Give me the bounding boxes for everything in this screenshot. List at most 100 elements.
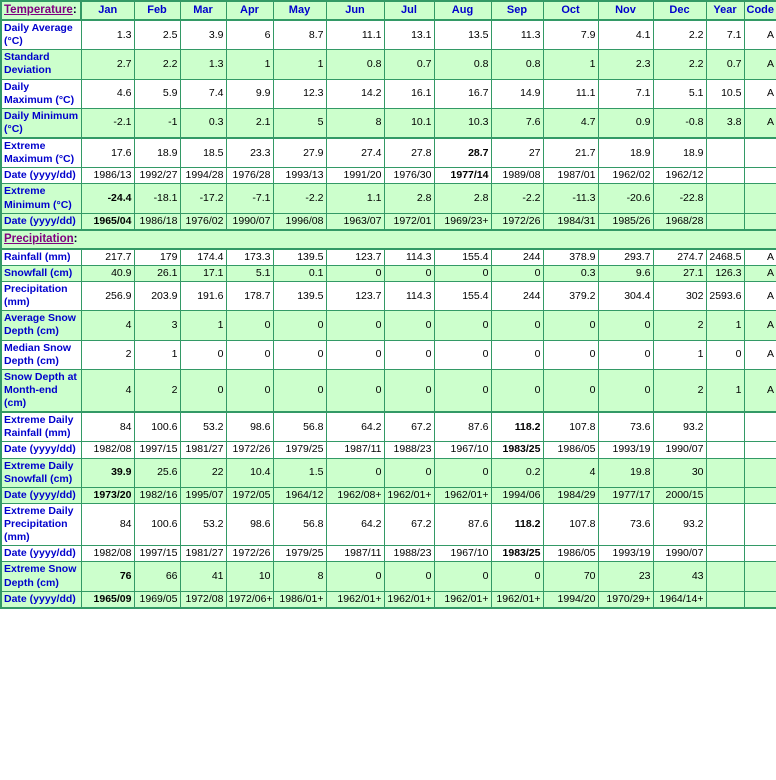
table-row: Date (yyyy/dd) 1965/04 1986/18 1976/02 1990/… bbox=[0, 212, 776, 231]
month-value: 0 bbox=[272, 368, 327, 413]
month-value: 1964/12 bbox=[272, 486, 327, 504]
month-value: -22.8 bbox=[652, 183, 707, 214]
month-value: 1962/12 bbox=[652, 167, 707, 185]
month-value: 67.2 bbox=[383, 411, 435, 443]
month-value: 40.9 bbox=[80, 264, 135, 283]
month-value: 4 bbox=[80, 310, 135, 341]
row-label: Average Snow Depth (cm) bbox=[0, 310, 82, 341]
row-label: Extreme Maximum (°C) bbox=[0, 137, 82, 169]
month-value: 39.9 bbox=[80, 457, 135, 488]
month-value: 0 bbox=[383, 310, 435, 341]
month-value: 0 bbox=[433, 368, 492, 413]
month-value: 13.5 bbox=[433, 19, 492, 51]
year-value bbox=[705, 167, 745, 185]
month-value: 1965/09 bbox=[80, 590, 135, 609]
table-row: Date (yyyy/dd) 1973/20 1982/16 1995/07 1972/… bbox=[0, 486, 776, 504]
table-row: Extreme Maximum (°C) 17.6 18.9 18.5 23.3 27.9… bbox=[0, 137, 776, 169]
month-value: 28.7 bbox=[433, 137, 492, 169]
month-value: 203.9 bbox=[133, 280, 181, 312]
code-value: A bbox=[743, 49, 776, 80]
month-value: 1962/01+ bbox=[433, 590, 492, 609]
month-value: 0 bbox=[383, 264, 435, 283]
month-value: 0 bbox=[325, 457, 385, 488]
table-row: Daily Maximum (°C) 4.6 5.9 7.4 9.9 12.3 14.2 16… bbox=[0, 78, 776, 109]
month-value: 7.4 bbox=[179, 78, 227, 109]
month-value: 155.4 bbox=[433, 248, 492, 266]
month-value: 27.1 bbox=[652, 264, 707, 283]
month-value: 41 bbox=[179, 561, 227, 592]
precipitation-link[interactable]: Precipitation bbox=[4, 233, 74, 246]
row-label: Extreme Daily Rainfall (mm) bbox=[0, 411, 82, 443]
month-value: 16.1 bbox=[383, 78, 435, 109]
month-value: 4 bbox=[80, 368, 135, 413]
month-value: 1981/27 bbox=[179, 545, 227, 563]
year-value: 10.5 bbox=[705, 78, 745, 109]
month-value: 73.6 bbox=[597, 502, 654, 547]
row-label: Extreme Snow Depth (cm) bbox=[0, 561, 82, 592]
month-value: 1965/04 bbox=[80, 212, 135, 231]
month-value: 0 bbox=[542, 310, 599, 341]
month-value: 114.3 bbox=[383, 248, 435, 266]
month-value: 13.1 bbox=[383, 19, 435, 51]
month-value: -20.6 bbox=[597, 183, 654, 214]
month-value: 1962/02 bbox=[597, 167, 654, 185]
month-value: 0 bbox=[272, 310, 327, 341]
row-label: Daily Average (°C) bbox=[0, 19, 82, 51]
month-value: 178.7 bbox=[225, 280, 274, 312]
col-header-jun: Jun bbox=[325, 0, 385, 21]
month-value: 0 bbox=[325, 339, 385, 370]
month-value: 23.3 bbox=[225, 137, 274, 169]
month-value: 1992/27 bbox=[133, 167, 181, 185]
month-value: 1970/29+ bbox=[597, 590, 654, 609]
row-label: Extreme Minimum (°C) bbox=[0, 183, 82, 214]
table-row: Extreme Daily Precipitation (mm) 84 100.6 5… bbox=[0, 502, 776, 547]
month-value: 5.1 bbox=[652, 78, 707, 109]
year-value bbox=[705, 486, 745, 504]
month-value: 22 bbox=[179, 457, 227, 488]
month-value: 8 bbox=[272, 561, 327, 592]
month-value: 173.3 bbox=[225, 248, 274, 266]
month-value: 1993/19 bbox=[597, 441, 654, 459]
code-value bbox=[743, 561, 776, 592]
month-value: 5.9 bbox=[133, 78, 181, 109]
month-value: 100.6 bbox=[133, 411, 181, 443]
month-value: 2.8 bbox=[433, 183, 492, 214]
month-value: 0 bbox=[179, 339, 227, 370]
month-value: 1977/14 bbox=[433, 167, 492, 185]
month-value: 1972/26 bbox=[490, 212, 544, 231]
month-value: 302 bbox=[652, 280, 707, 312]
month-value: 1969/05 bbox=[133, 590, 181, 609]
month-value: 2 bbox=[652, 310, 707, 341]
table-row: Extreme Minimum (°C) -24.4 -18.1 -17.2 -7.1-… bbox=[0, 183, 776, 214]
month-value: 2 bbox=[80, 339, 135, 370]
month-value: 18.9 bbox=[652, 137, 707, 169]
month-value: 1997/15 bbox=[133, 441, 181, 459]
month-value: -24.4 bbox=[80, 183, 135, 214]
month-value: 1983/25 bbox=[490, 545, 544, 563]
month-value: 1.3 bbox=[80, 19, 135, 51]
row-label: Extreme Daily Snowfall (cm) bbox=[0, 457, 82, 488]
month-value: 23 bbox=[597, 561, 654, 592]
month-value: 1979/25 bbox=[272, 441, 327, 459]
month-value: 1967/10 bbox=[433, 545, 492, 563]
month-value: 1964/14+ bbox=[652, 590, 707, 609]
month-value: 66 bbox=[133, 561, 181, 592]
month-value: 1 bbox=[225, 49, 274, 80]
table-row: Snow Depth at Month-end (cm) 4 2 0 0 0 0 0 0 0 0 0 2… bbox=[0, 368, 776, 413]
month-value: 1994/06 bbox=[490, 486, 544, 504]
month-value: 18.5 bbox=[179, 137, 227, 169]
month-value: 19.8 bbox=[597, 457, 654, 488]
code-value bbox=[743, 502, 776, 547]
month-value: 27 bbox=[490, 137, 544, 169]
code-value: A bbox=[743, 19, 776, 51]
month-value: 64.2 bbox=[325, 411, 385, 443]
month-value: 1962/01+ bbox=[490, 590, 544, 609]
month-value: 30 bbox=[652, 457, 707, 488]
row-label: Date (yyyy/dd) bbox=[0, 167, 82, 185]
code-value bbox=[743, 411, 776, 443]
month-value: 1987/01 bbox=[542, 167, 599, 185]
month-value: 1979/25 bbox=[272, 545, 327, 563]
row-label: Date (yyyy/dd) bbox=[0, 441, 82, 459]
month-value: 26.1 bbox=[133, 264, 181, 283]
temperature-link[interactable]: Temperature bbox=[4, 4, 73, 17]
